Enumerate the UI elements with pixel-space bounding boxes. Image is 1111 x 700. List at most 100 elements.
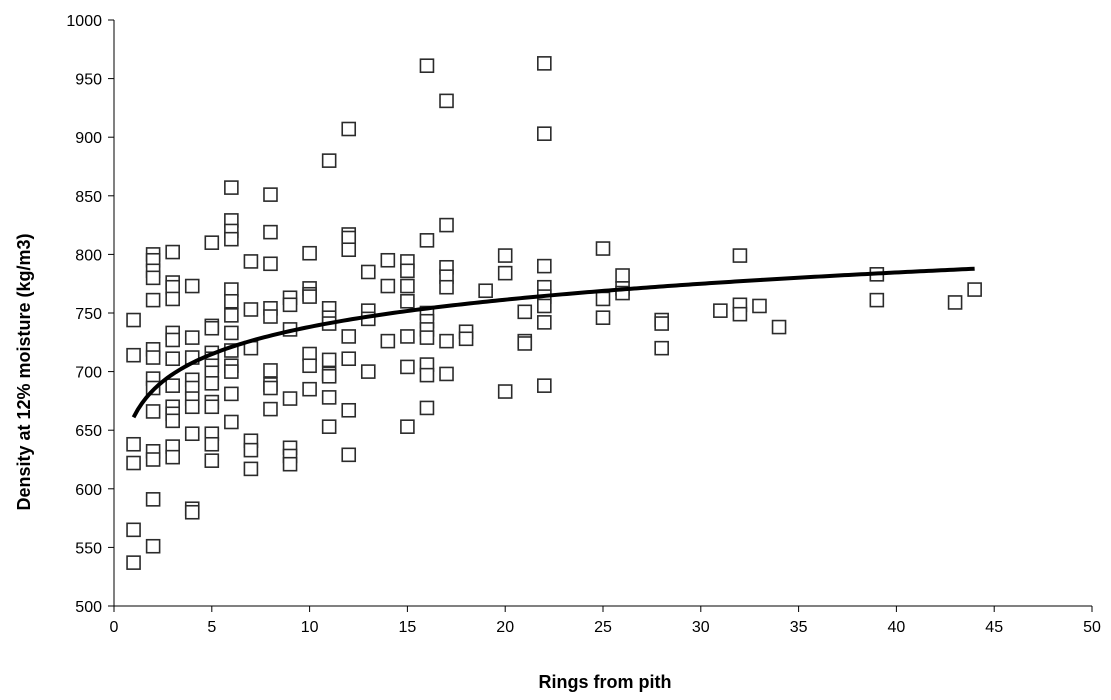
data-point [224,231,239,247]
data-point [478,283,493,299]
data-point [321,352,337,368]
data-point [537,378,552,393]
data-point [439,93,454,109]
data-point [145,292,161,308]
data-point [595,291,611,307]
y-tick-label: 900 [75,130,102,147]
data-point [615,268,630,283]
data-point [184,504,200,520]
data-point [497,248,513,263]
x-axis-title: Rings from pith [539,672,672,692]
data-point [400,293,415,309]
data-point [439,279,454,295]
data-point [497,384,513,399]
data-point [967,282,982,297]
data-point [400,359,415,375]
data-point [224,293,239,309]
data-point [204,235,220,250]
data-point [165,291,180,307]
data-point [126,436,141,452]
data-point [537,126,552,141]
data-point [145,452,161,467]
y-tick-label: 700 [75,365,102,382]
data-point [184,426,200,442]
data-point [341,121,357,137]
x-tick-label: 20 [496,619,514,636]
data-point [400,263,415,279]
data-point [360,364,376,379]
data-point [126,522,141,538]
data-point [517,304,533,320]
y-tick-label: 850 [75,189,102,206]
data-point [243,302,259,317]
data-point [126,347,141,363]
data-point [184,278,200,294]
data-point [184,330,200,345]
x-tick-label: 25 [594,619,612,636]
data-point [165,332,180,348]
data-point [360,264,376,280]
data-point [302,289,317,304]
data-points [126,56,982,570]
x-tick-label: 30 [692,619,710,636]
data-point [713,303,728,318]
x-tick-label: 15 [399,619,417,636]
data-point [400,419,415,434]
data-point [145,538,161,554]
data-point [439,333,454,349]
data-point [282,297,298,313]
data-point [537,56,552,71]
data-point [380,333,396,349]
data-point [341,402,357,418]
data-point [419,233,435,248]
y-tick-label: 950 [75,72,102,89]
data-point [380,278,396,294]
data-point [341,447,357,463]
data-point [204,399,220,415]
data-point [400,278,415,294]
data-point [263,309,278,324]
data-point [302,381,317,397]
data-point [224,414,239,430]
trendline [131,266,975,419]
data-point [400,329,415,344]
data-point [321,368,337,384]
data-point [263,256,278,272]
x-tick-label: 10 [301,619,319,636]
data-point [165,378,180,393]
y-tick-label: 750 [75,306,102,323]
data-point [869,292,885,308]
data-point [341,329,357,344]
data-point [165,351,180,367]
data-point [126,455,141,471]
data-point [145,404,161,419]
data-point [497,265,513,281]
data-point [947,295,963,310]
data-point [243,442,259,458]
data-point [204,320,220,336]
data-point [224,180,239,195]
data-point [263,401,278,417]
data-point [419,58,435,74]
data-point [341,242,357,258]
data-point [224,386,239,402]
data-point [595,241,611,256]
data-point [380,252,396,268]
data-point [145,270,161,286]
data-point [282,456,298,472]
data-point [458,331,474,347]
data-point [341,351,357,367]
data-point [419,330,435,345]
data-point [204,436,220,452]
y-tick-label: 550 [75,540,102,557]
data-point [145,492,161,507]
data-point [732,306,748,322]
data-point [165,449,180,465]
x-tick-labels: 0 5 10 15 20 25 30 35 40 45 50 [110,619,1101,636]
data-point [243,254,259,269]
data-point [321,153,337,168]
data-point [302,358,317,374]
axes [108,19,1093,612]
data-point [752,298,767,314]
